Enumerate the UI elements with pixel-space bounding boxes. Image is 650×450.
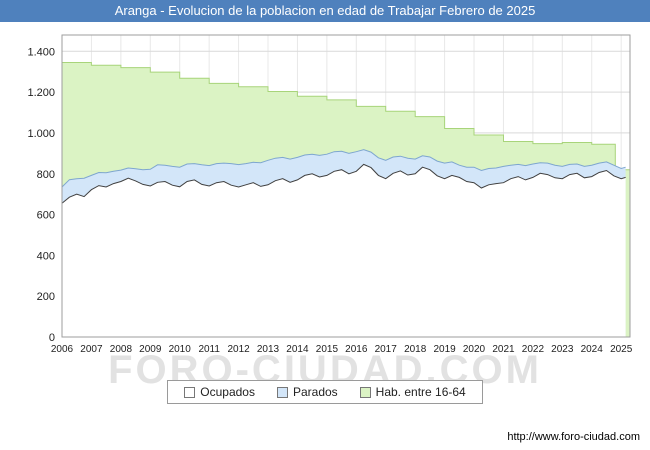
legend-swatch-ocupados: [184, 386, 196, 398]
svg-text:800: 800: [37, 169, 55, 181]
svg-text:2019: 2019: [433, 344, 456, 355]
legend-label-ocupados: Ocupados: [200, 385, 255, 399]
legend-label-hab: Hab. entre 16-64: [375, 385, 466, 399]
legend-item-parados: Parados: [276, 385, 338, 399]
svg-text:2022: 2022: [522, 344, 545, 355]
site-url-link[interactable]: http://www.foro-ciudad.com: [507, 431, 640, 443]
svg-text:2016: 2016: [345, 344, 368, 355]
svg-text:2009: 2009: [139, 344, 162, 355]
svg-text:2018: 2018: [404, 344, 427, 355]
svg-text:2023: 2023: [551, 344, 574, 355]
svg-text:1.000: 1.000: [27, 128, 55, 140]
svg-text:2024: 2024: [581, 344, 604, 355]
svg-text:2010: 2010: [169, 344, 192, 355]
svg-text:0: 0: [49, 332, 55, 344]
svg-text:1.200: 1.200: [27, 87, 55, 99]
svg-text:2013: 2013: [257, 344, 280, 355]
population-chart: 0 200 400 600 800 1.000 1.200 1.400 2006 2007 2008…: [0, 22, 650, 383]
legend-label-parados: Parados: [292, 385, 338, 399]
svg-text:200: 200: [37, 291, 55, 303]
svg-text:2006: 2006: [51, 344, 74, 355]
svg-text:2007: 2007: [80, 344, 103, 355]
svg-text:2012: 2012: [227, 344, 250, 355]
svg-text:600: 600: [37, 210, 55, 222]
legend-item-hab: Hab. entre 16-64: [359, 385, 466, 399]
page-title: Aranga - Evolucion de la poblacion en ed…: [0, 0, 650, 22]
svg-text:2011: 2011: [198, 344, 220, 355]
svg-text:2025: 2025: [610, 344, 633, 355]
svg-text:2014: 2014: [286, 344, 309, 355]
svg-text:2021: 2021: [492, 344, 515, 355]
svg-text:2015: 2015: [316, 344, 339, 355]
chart-legend: Ocupados Parados Hab. entre 16-64: [0, 380, 650, 404]
svg-text:2017: 2017: [375, 344, 398, 355]
chart-canvas: 0 200 400 600 800 1.000 1.200 1.400 2006 2007 2008…: [27, 34, 633, 355]
svg-text:1.400: 1.400: [27, 46, 55, 58]
svg-text:2020: 2020: [463, 344, 486, 355]
legend-item-ocupados: Ocupados: [184, 385, 255, 399]
legend-swatch-parados: [276, 386, 288, 398]
svg-text:2008: 2008: [110, 344, 133, 355]
legend-swatch-hab: [359, 386, 371, 398]
svg-text:400: 400: [37, 250, 55, 262]
legend-box: Ocupados Parados Hab. entre 16-64: [167, 380, 483, 404]
